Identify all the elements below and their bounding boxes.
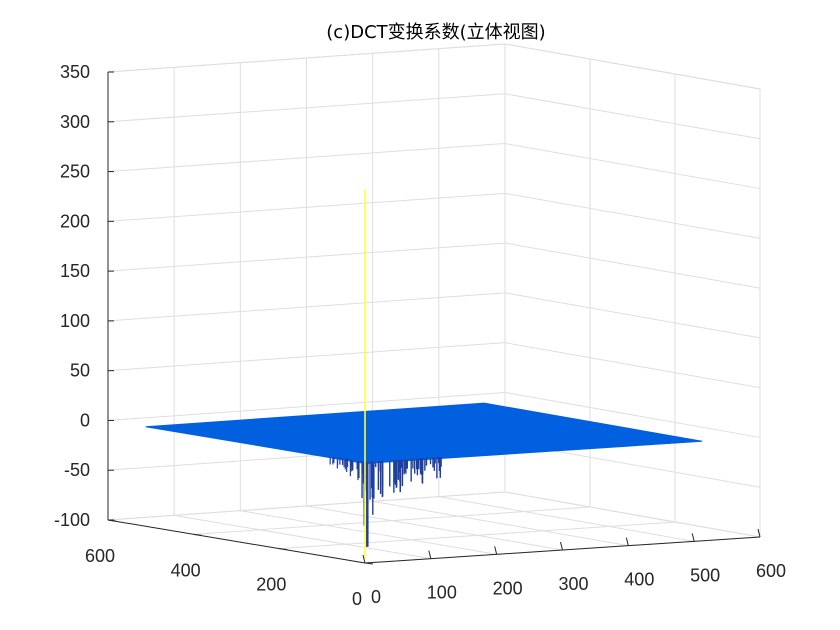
y-tick-label: 200 <box>256 575 286 595</box>
y-tick-label: 400 <box>171 560 201 580</box>
x-tick-label: 300 <box>558 574 588 594</box>
z-tick-label: 250 <box>60 162 90 182</box>
x-tick-label: 200 <box>493 578 523 598</box>
box-top-side-edge <box>505 44 760 89</box>
y-axis-ticks: 0 200 400 600 <box>85 520 373 609</box>
z-tick-label: -50 <box>64 460 90 480</box>
floor-grid-y <box>194 507 590 534</box>
z-axis-ticks: -100 -50 0 50 100 150 200 250 300 350 <box>54 62 114 530</box>
y-tick-label: 600 <box>85 546 115 566</box>
x-tick-label: 0 <box>371 587 381 607</box>
y-tick-mark <box>108 520 116 521</box>
z-tick-label: 300 <box>60 112 90 132</box>
side-wall-grid-z <box>505 243 760 288</box>
surface-plot <box>146 190 702 558</box>
x-tick-label: 600 <box>756 561 786 581</box>
y-tick-mark <box>279 549 287 550</box>
x-tick-mark <box>561 542 563 550</box>
z-tick-label: 200 <box>60 211 90 231</box>
x-tick-label: 400 <box>624 570 654 590</box>
x-tick-label: 100 <box>427 583 457 603</box>
z-tick-label: 350 <box>60 62 90 82</box>
side-wall-grid-z <box>505 193 760 238</box>
x-tick-mark <box>495 546 497 554</box>
y-tick-label: 0 <box>352 589 362 609</box>
side-wall-grid-z <box>505 343 760 388</box>
z-tick-label: 150 <box>60 261 90 281</box>
grid-lines <box>108 44 760 563</box>
x-tick-label: 500 <box>690 565 720 585</box>
side-wall-grid-z <box>505 144 760 189</box>
y-tick-mark <box>194 534 202 535</box>
y-tick-mark <box>365 563 373 564</box>
z-tick-label: 0 <box>80 410 90 430</box>
chart-title: (c)DCT变换系数(立体视图) <box>326 22 545 43</box>
x-tick-mark <box>626 538 628 546</box>
z-tick-label: -100 <box>54 510 90 530</box>
x-tick-mark <box>429 551 431 559</box>
z-tick-label: 100 <box>60 311 90 331</box>
x-tick-mark <box>692 533 694 541</box>
axes-box <box>108 72 760 563</box>
x-axis-ticks: 0 100 200 300 400 500 600 <box>363 529 786 607</box>
side-wall-grid-z <box>505 293 760 338</box>
side-wall-grid-z <box>505 94 760 139</box>
floor-grid-y <box>279 522 675 549</box>
z-tick-label: 50 <box>70 361 90 381</box>
